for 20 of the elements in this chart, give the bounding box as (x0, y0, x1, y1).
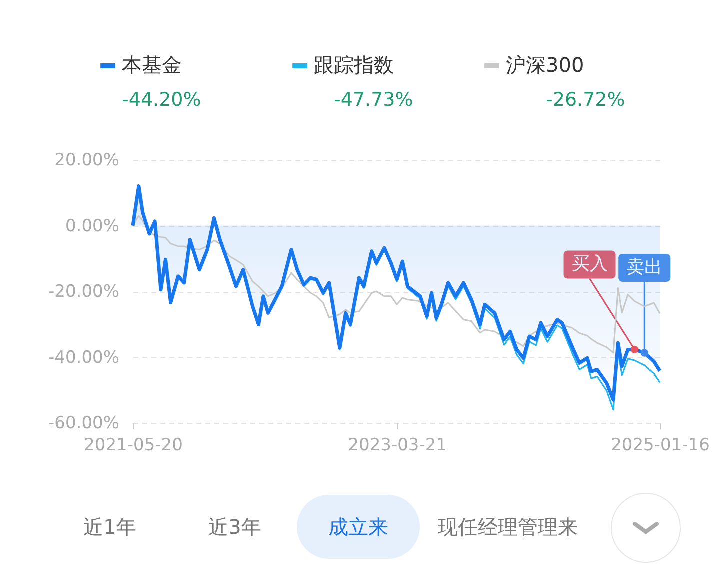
x-tick-label: 2021-05-20 (84, 436, 183, 456)
annotation: 卖出 (626, 256, 663, 278)
text: -47.73% (334, 89, 414, 111)
y-tick-label: -60.00% (48, 414, 120, 434)
text: -26.72% (546, 89, 626, 111)
legend-label: 本基金 (122, 53, 182, 77)
y-tick-label: -20.00% (48, 282, 120, 302)
y-tick-label: 0.00% (65, 216, 120, 236)
text: 近3年 (208, 514, 262, 541)
legend-label: 跟踪指数 (314, 53, 394, 77)
x-tick-label: 2025-01-16 (611, 436, 710, 456)
x-tick-label: 2023-03-21 (348, 436, 447, 456)
y-tick-label: -40.00% (48, 348, 120, 368)
annotation: 买入 (572, 254, 608, 275)
text: 成立来 (297, 495, 420, 559)
text: 近1年 (82, 514, 138, 541)
text: 现任经理管理来 (437, 514, 579, 541)
legend-label: 沪深300 (506, 53, 584, 77)
text: -44.20% (122, 89, 202, 111)
y-tick-label: 20.00% (54, 150, 120, 170)
